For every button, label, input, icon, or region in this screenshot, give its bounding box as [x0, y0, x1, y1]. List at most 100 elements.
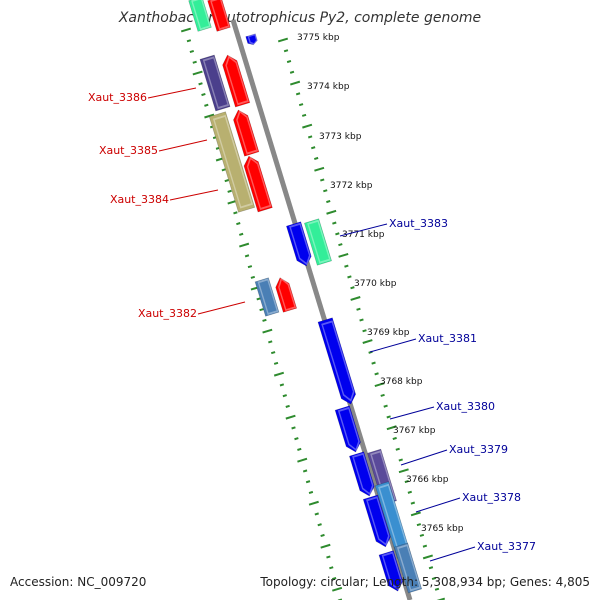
guide-dash [180, 27, 192, 33]
reverse-gene-label[interactable]: Xaut_3386 [88, 91, 147, 104]
genome-backbone [230, 19, 413, 600]
guide-dash [307, 135, 313, 139]
reverse-gene-label[interactable]: Xaut_3384 [110, 193, 169, 206]
guide-dash [198, 82, 203, 86]
feature-xaut-3385[interactable] [208, 111, 256, 213]
guide-dash [294, 437, 299, 441]
feature-blue-2[interactable] [362, 494, 393, 549]
guide-dash [347, 275, 352, 279]
kbp-tick-label: 3765 kbp [421, 524, 464, 534]
gene-leader-line [389, 406, 435, 420]
guide-dash [301, 113, 307, 117]
feature-red-3[interactable] [242, 154, 273, 213]
feature-small-blue[interactable] [245, 33, 258, 46]
gene-leader-line [400, 449, 448, 466]
guide-dash [331, 576, 337, 581]
guide-dash [407, 490, 413, 494]
guide-dash [320, 178, 325, 182]
feature-xaut-3383[interactable] [304, 218, 332, 266]
guide-dash [422, 554, 433, 560]
feature-tracks [188, 0, 423, 594]
guide-dash [221, 168, 226, 172]
guide-dash [310, 146, 316, 150]
guide-dash [297, 457, 308, 463]
guide-dash [362, 339, 373, 344]
kbp-tick-label: 3769 kbp [367, 328, 410, 338]
feature-red-4[interactable] [273, 276, 298, 313]
feature-blue-1[interactable] [286, 221, 313, 268]
guide-dash [436, 597, 446, 600]
reverse-gene-label[interactable]: Xaut_3382 [138, 307, 197, 320]
guide-dash [290, 80, 301, 86]
guide-dash [273, 361, 279, 365]
kbp-tick-label: 3768 kbp [380, 377, 423, 387]
guide-dash [250, 275, 256, 279]
guide-dash [374, 382, 385, 388]
guide-dash [236, 222, 241, 226]
kbp-tick-label: 3770 kbp [354, 279, 397, 289]
guide-dash [338, 243, 343, 247]
guide-dash [305, 480, 311, 484]
forward-gene-label[interactable]: Xaut_3377 [477, 540, 536, 553]
guide-dash [283, 49, 289, 53]
forward-gene-label[interactable]: Xaut_3380 [436, 400, 495, 413]
kbp-tick-label: 3772 kbp [330, 181, 373, 191]
guide-dash [285, 414, 296, 420]
guide-dash [297, 447, 302, 451]
genome-summary: Topology: circular; Length: 5,308,934 bp… [260, 575, 590, 589]
guide-dash [431, 576, 437, 581]
guide-dash [320, 533, 325, 538]
feature-xaut-3377[interactable] [378, 550, 405, 594]
feature-xaut-3380[interactable] [334, 405, 363, 454]
guide-dash [371, 361, 376, 365]
guide-dash [395, 447, 400, 451]
guide-dash [295, 92, 301, 96]
forward-gene-label[interactable]: Xaut_3381 [418, 332, 477, 345]
forward-gene-label[interactable]: Xaut_3379 [449, 443, 508, 456]
feature-xaut-3381[interactable] [317, 317, 358, 407]
feature-top-mint[interactable] [188, 0, 212, 32]
guide-dash [326, 209, 337, 215]
guide-dash [320, 543, 331, 549]
kbp-tick-label: 3766 kbp [406, 475, 449, 485]
guide-dash [247, 265, 253, 269]
guide-dash [398, 458, 403, 462]
guide-dash [298, 103, 304, 107]
guide-dash [398, 468, 409, 474]
guide-dash [323, 189, 328, 193]
guide-dash [338, 252, 349, 258]
gene-leader-line [339, 223, 388, 237]
guide-dash [416, 523, 422, 527]
guide-dash [285, 404, 290, 408]
forward-gene-label[interactable]: Xaut_3378 [462, 491, 521, 504]
feature-xaut-3382[interactable] [254, 277, 280, 317]
feature-steel-bottom[interactable] [393, 542, 423, 594]
gene-leader-line [369, 338, 417, 353]
guide-dash [350, 286, 355, 290]
gene-leader-line [158, 139, 208, 152]
guide-dash [289, 70, 295, 74]
gene-leader-line [429, 546, 476, 562]
feature-top-red[interactable] [207, 0, 231, 32]
gene-leader-line [169, 189, 219, 201]
gene-leader-line [147, 87, 197, 99]
feature-xaut-3379[interactable] [349, 451, 376, 498]
feature-xaut-3386[interactable] [199, 54, 231, 112]
guide-dash [380, 393, 385, 397]
guide-dash [410, 511, 421, 517]
feature-red-2[interactable] [231, 108, 260, 157]
guide-dash [383, 404, 388, 408]
forward-gene-label[interactable]: Xaut_3383 [389, 217, 448, 230]
guide-dash [374, 372, 379, 376]
guide-dash [192, 60, 197, 64]
feature-red-1[interactable] [220, 53, 251, 108]
guide-dash [302, 469, 308, 473]
guide-dash [262, 318, 267, 322]
reverse-gene-label[interactable]: Xaut_3385 [99, 144, 158, 157]
gene-leader-line [415, 497, 461, 513]
guide-dash [189, 49, 195, 54]
guide-dash [291, 426, 296, 430]
forward-strand-dotted-guide [277, 37, 446, 600]
kbp-tick-label: 3775 kbp [297, 33, 340, 43]
